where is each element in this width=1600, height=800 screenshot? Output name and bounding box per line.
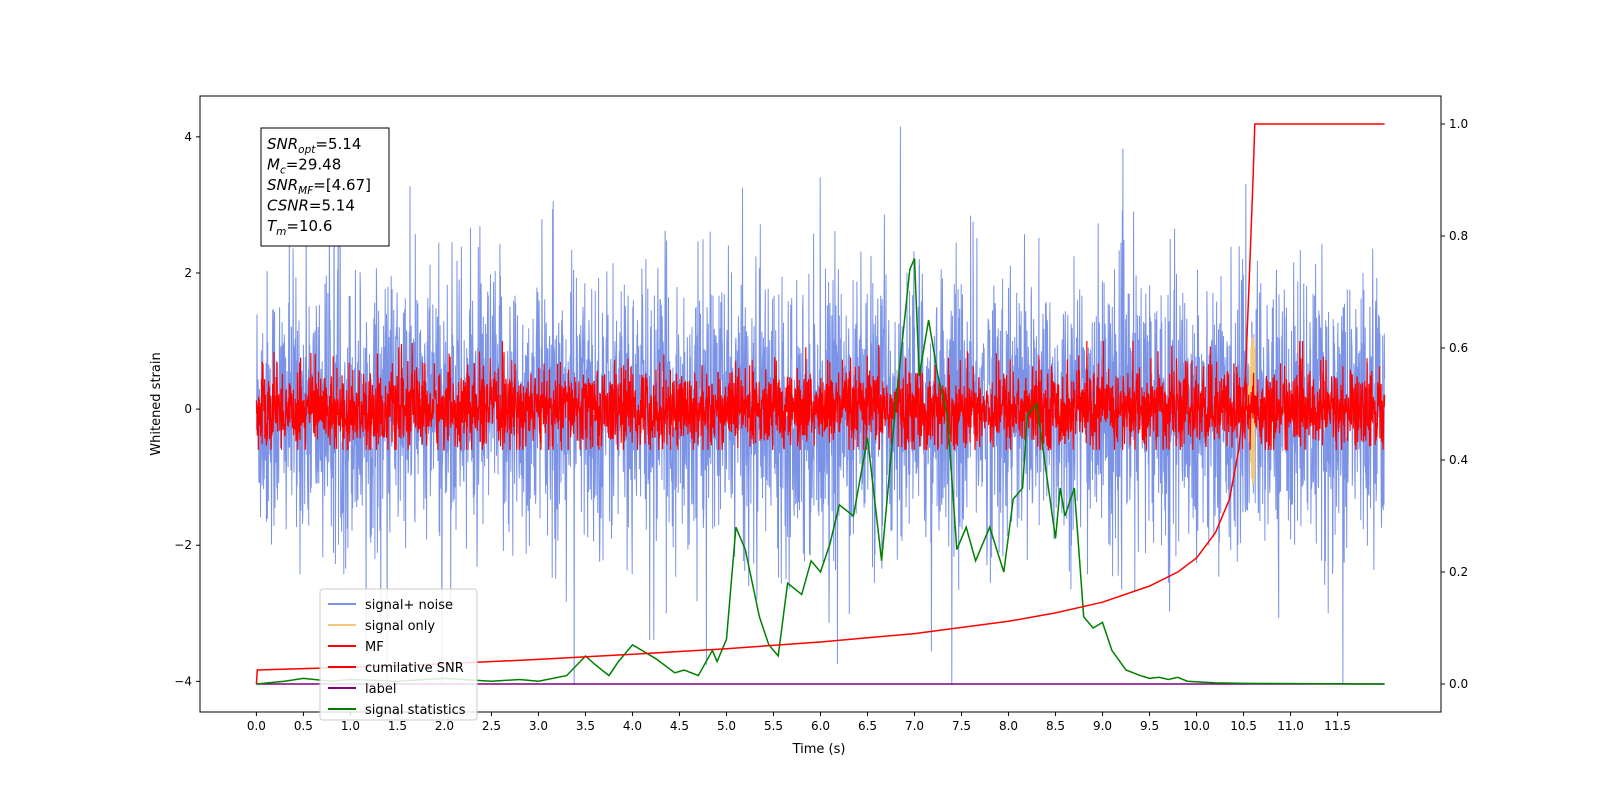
legend-label: signal statistics [365,703,466,718]
y-axis: −4 −2 0 2 4 [174,130,200,688]
y-tick-label: −4 [174,674,192,688]
x-tick-label: 3.0 [529,719,548,733]
x-tick-label: 5.0 [717,719,736,733]
x-tick-label: 3.5 [576,719,595,733]
x-tick-label: 10.0 [1183,719,1210,733]
x-axis-label: Time (s) [792,742,846,757]
x-axis: 0.0 0.5 1.0 1.5 2.0 2.5 3.0 3.5 4.0 4.5 5.0 5.5 6.0 6… [247,712,1351,733]
annotation-line: Mc=29.48 [267,156,341,177]
annotation-box: SNRopt=5.14Mc=29.48SNRMF=[4.67]CSNR=5.14… [260,127,390,247]
x-tick-label: 0.5 [294,719,313,733]
y-tick-label: −2 [174,538,192,552]
legend-label: label [365,682,396,697]
x-tick-label: 9.5 [1140,719,1159,733]
annotation-line: SNRMF=[4.67] [267,176,371,197]
x-tick-label: 1.5 [388,719,407,733]
series-mf [255,340,1386,451]
y-tick-label: 2 [184,266,192,280]
series-signal-statistics [256,258,1385,685]
x-tick-label: 10.5 [1230,719,1257,733]
x-tick-label: 6.0 [811,719,830,733]
x-tick-label: 4.0 [623,719,642,733]
y2-tick-label: 0.2 [1449,565,1468,579]
x-tick-label: 7.0 [905,719,924,733]
x-tick-label: 11.0 [1277,719,1304,733]
y2-tick-label: 0.8 [1449,229,1468,243]
y2-axis: 0.0 0.2 0.4 0.6 0.8 1.0 [1441,117,1468,691]
annotation-frame [260,127,390,247]
x-tick-label: 11.5 [1324,719,1351,733]
x-tick-label: 4.5 [670,719,689,733]
annotation-line: CSNR=5.14 [267,197,355,215]
legend-frame [319,588,478,721]
x-tick-label: 2.5 [482,719,501,733]
x-tick-label: 2.0 [435,719,454,733]
x-tick-label: 7.5 [952,719,971,733]
x-tick-label: 0.0 [247,719,266,733]
x-tick-label: 1.0 [341,719,360,733]
x-tick-label: 5.5 [764,719,783,733]
y-tick-label: 0 [184,402,192,416]
annotation-line: Tm=10.6 [267,217,332,238]
legend: signal+ noise signal only MF cumilative SNR… [319,588,478,721]
x-tick-label: 9.0 [1093,719,1112,733]
y-axis-label: Whitened strain [149,352,164,455]
x-tick-label: 6.5 [858,719,877,733]
annotation-line: SNRopt=5.14 [267,135,361,156]
x-tick-label: 8.5 [1046,719,1065,733]
x-tick-label: 8.0 [999,719,1018,733]
legend-label: cumilative SNR [365,661,464,676]
y2-tick-label: 0.4 [1449,453,1468,467]
y2-tick-label: 1.0 [1449,117,1468,131]
y2-tick-label: 0.6 [1449,341,1468,355]
series-cumulative-snr [255,123,1385,685]
legend-label: signal only [365,619,435,634]
y2-tick-label: 0.0 [1449,677,1468,691]
legend-label: signal+ noise [365,598,453,613]
legend-label: MF [365,640,384,655]
y-tick-label: 4 [184,130,192,144]
